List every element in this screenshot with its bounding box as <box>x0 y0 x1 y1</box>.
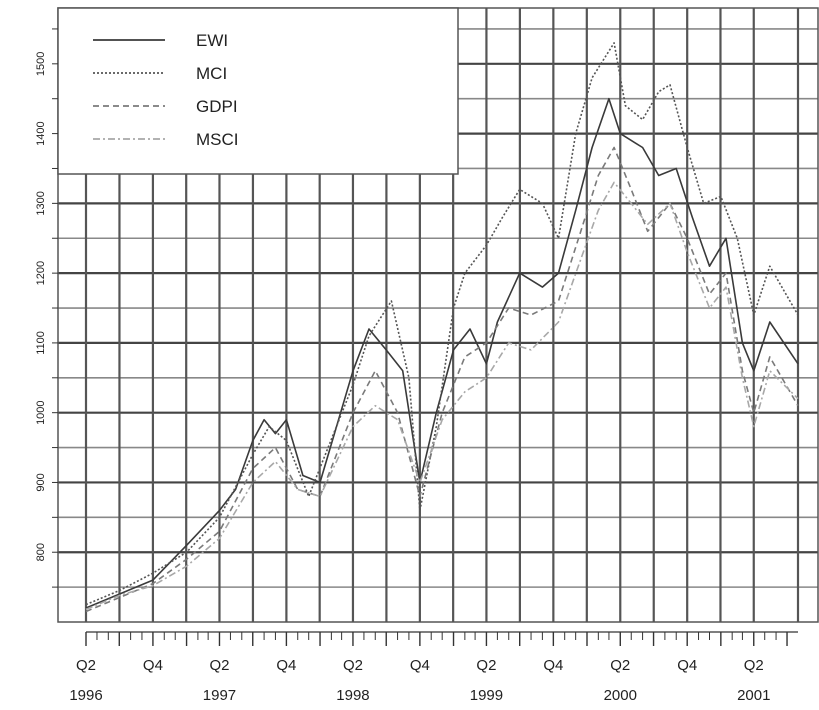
y-tick-label: 1100 <box>35 331 47 355</box>
series-line-ewi <box>85 97 799 609</box>
series-line-msci <box>85 181 799 611</box>
legend-label-ewi: EWI <box>196 31 228 50</box>
y-axis: 800 900 1000 1100 1200 1300 1400 1500 <box>35 28 58 588</box>
x-tick-label: Q4 <box>276 657 296 674</box>
y-tick-label: 1000 <box>35 400 47 424</box>
x-year-label: 1996 <box>69 687 102 704</box>
x-year-label: 2001 <box>737 687 770 704</box>
legend-label-mci: MCI <box>196 64 227 83</box>
x-tick-label: Q2 <box>76 657 96 674</box>
legend-label-msci: MSCI <box>196 130 239 149</box>
x-tick-label: Q4 <box>143 657 163 674</box>
x-tick-label: Q2 <box>343 657 363 674</box>
y-tick-label: 800 <box>35 543 47 561</box>
x-tick-label: Q4 <box>677 657 697 674</box>
x-year-label: 1999 <box>470 687 503 704</box>
y-tick-label: 1400 <box>35 121 47 145</box>
x-tick-label: Q4 <box>543 657 563 674</box>
x-tick-label: Q4 <box>410 657 430 674</box>
x-tick-label: Q2 <box>209 657 229 674</box>
series-layer <box>85 42 799 613</box>
x-tick-label: Q2 <box>744 657 764 674</box>
legend-label-gdpi: GDPI <box>196 97 238 116</box>
y-tick-label: 900 <box>35 473 47 491</box>
x-year-label: 1998 <box>336 687 369 704</box>
x-year-label: 2000 <box>604 687 637 704</box>
y-tick-label: 1200 <box>35 261 47 285</box>
y-tick-label: 1500 <box>35 52 47 76</box>
legend: EWI MCI GDPI MSCI <box>57 7 459 175</box>
series-line-gdpi <box>85 146 799 613</box>
x-axis: Q2 Q4 Q2 Q4 Q2 Q4 Q2 Q4 Q2 Q4 Q2 1996 1997 1998 1999 20… <box>69 631 798 704</box>
legend-box <box>57 7 459 175</box>
x-tick-label: Q2 <box>610 657 630 674</box>
series-line-mci <box>85 42 799 606</box>
y-tick-label: 1300 <box>35 191 47 215</box>
x-year-label: 1997 <box>203 687 236 704</box>
x-tick-label: Q2 <box>476 657 496 674</box>
